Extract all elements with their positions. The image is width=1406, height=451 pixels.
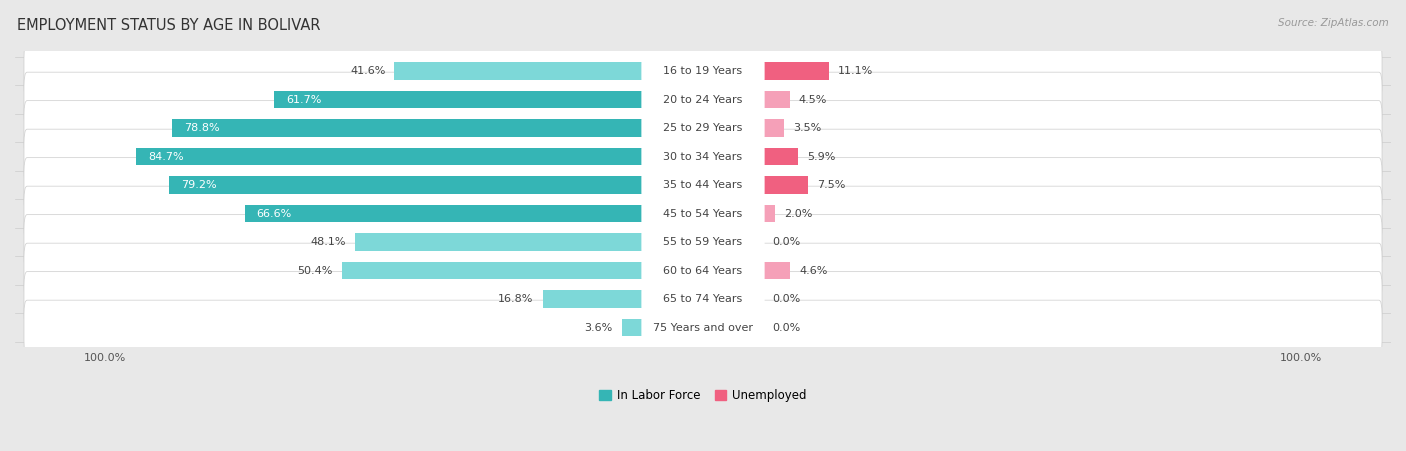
FancyBboxPatch shape bbox=[641, 226, 765, 258]
Bar bbox=[621, 319, 643, 336]
Text: 66.6%: 66.6% bbox=[257, 208, 292, 219]
Text: 41.6%: 41.6% bbox=[350, 66, 385, 76]
Text: 45 to 54 Years: 45 to 54 Years bbox=[664, 208, 742, 219]
Text: 75 Years and over: 75 Years and over bbox=[652, 322, 754, 332]
Text: 35 to 44 Years: 35 to 44 Years bbox=[664, 180, 742, 190]
Text: 16 to 19 Years: 16 to 19 Years bbox=[664, 66, 742, 76]
Text: 61.7%: 61.7% bbox=[285, 95, 322, 105]
Bar bbox=[763, 205, 775, 222]
Text: 20 to 24 Years: 20 to 24 Years bbox=[664, 95, 742, 105]
Bar bbox=[763, 176, 807, 194]
Legend: In Labor Force, Unemployed: In Labor Force, Unemployed bbox=[595, 384, 811, 407]
Bar bbox=[342, 262, 643, 279]
FancyBboxPatch shape bbox=[24, 101, 1382, 156]
Bar bbox=[245, 205, 643, 222]
FancyBboxPatch shape bbox=[641, 312, 765, 344]
Text: 0.0%: 0.0% bbox=[772, 237, 800, 247]
Text: 0.0%: 0.0% bbox=[772, 322, 800, 332]
Bar bbox=[763, 147, 799, 166]
Text: EMPLOYMENT STATUS BY AGE IN BOLIVAR: EMPLOYMENT STATUS BY AGE IN BOLIVAR bbox=[17, 18, 321, 33]
FancyBboxPatch shape bbox=[24, 215, 1382, 269]
FancyBboxPatch shape bbox=[641, 112, 765, 144]
Text: 4.6%: 4.6% bbox=[800, 266, 828, 276]
FancyBboxPatch shape bbox=[24, 243, 1382, 298]
Bar bbox=[543, 290, 643, 308]
Bar bbox=[274, 91, 643, 108]
FancyBboxPatch shape bbox=[24, 186, 1382, 241]
Text: 3.5%: 3.5% bbox=[793, 123, 821, 133]
Text: 84.7%: 84.7% bbox=[149, 152, 184, 161]
FancyBboxPatch shape bbox=[24, 158, 1382, 212]
FancyBboxPatch shape bbox=[24, 272, 1382, 327]
FancyBboxPatch shape bbox=[24, 72, 1382, 127]
Text: 30 to 34 Years: 30 to 34 Years bbox=[664, 152, 742, 161]
Text: 11.1%: 11.1% bbox=[838, 66, 873, 76]
FancyBboxPatch shape bbox=[641, 55, 765, 87]
Text: 65 to 74 Years: 65 to 74 Years bbox=[664, 294, 742, 304]
Text: 2.0%: 2.0% bbox=[783, 208, 813, 219]
Text: 50.4%: 50.4% bbox=[297, 266, 333, 276]
Bar bbox=[763, 119, 783, 137]
Bar bbox=[763, 262, 790, 279]
Text: 79.2%: 79.2% bbox=[181, 180, 217, 190]
Text: 25 to 29 Years: 25 to 29 Years bbox=[664, 123, 742, 133]
FancyBboxPatch shape bbox=[24, 300, 1382, 355]
Text: 16.8%: 16.8% bbox=[498, 294, 534, 304]
Text: Source: ZipAtlas.com: Source: ZipAtlas.com bbox=[1278, 18, 1389, 28]
Text: 3.6%: 3.6% bbox=[585, 322, 613, 332]
Bar bbox=[172, 119, 643, 137]
Bar bbox=[136, 147, 643, 166]
FancyBboxPatch shape bbox=[641, 254, 765, 286]
FancyBboxPatch shape bbox=[24, 44, 1382, 98]
FancyBboxPatch shape bbox=[641, 283, 765, 315]
Text: 0.0%: 0.0% bbox=[772, 294, 800, 304]
FancyBboxPatch shape bbox=[641, 198, 765, 230]
Bar bbox=[169, 176, 643, 194]
Bar bbox=[394, 62, 643, 80]
Text: 78.8%: 78.8% bbox=[184, 123, 219, 133]
Text: 5.9%: 5.9% bbox=[807, 152, 835, 161]
Text: 7.5%: 7.5% bbox=[817, 180, 845, 190]
Text: 4.5%: 4.5% bbox=[799, 95, 827, 105]
Text: 60 to 64 Years: 60 to 64 Years bbox=[664, 266, 742, 276]
Bar bbox=[763, 91, 790, 108]
FancyBboxPatch shape bbox=[641, 169, 765, 201]
Text: 48.1%: 48.1% bbox=[311, 237, 346, 247]
FancyBboxPatch shape bbox=[641, 83, 765, 115]
FancyBboxPatch shape bbox=[24, 129, 1382, 184]
FancyBboxPatch shape bbox=[641, 141, 765, 172]
Text: 55 to 59 Years: 55 to 59 Years bbox=[664, 237, 742, 247]
Bar bbox=[763, 62, 830, 80]
Bar bbox=[356, 233, 643, 251]
